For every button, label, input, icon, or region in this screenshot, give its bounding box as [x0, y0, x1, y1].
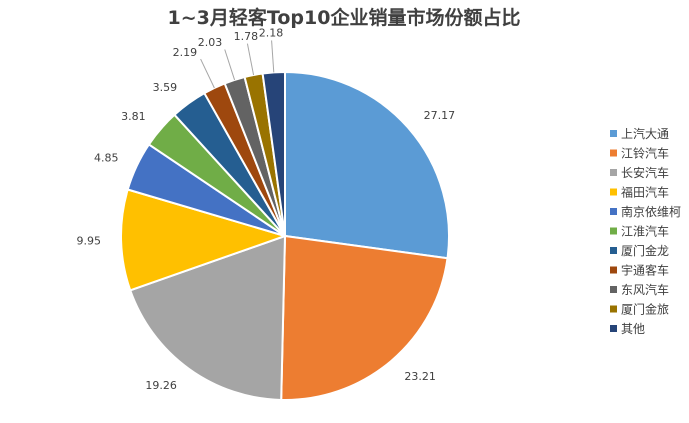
pie-slices — [120, 70, 450, 401]
data-label-4: 9.95 — [77, 235, 102, 248]
data-labels: 27.17 23.21 19.26 9.95 4.85 3.81 3.59 2.192.03 1… — [77, 26, 456, 391]
data-label-1: 27.17 — [424, 109, 456, 122]
legend-swatch-6 — [610, 227, 617, 235]
data-label-8: 2.19 — [173, 46, 198, 59]
legend-swatch-1 — [610, 130, 617, 137]
legend-swatch-8 — [610, 266, 617, 274]
data-label-5: 4.85 — [94, 152, 119, 165]
pie-slice-11 — [261, 70, 286, 237]
leader-line-8 — [200, 58, 215, 89]
data-label-7: 3.59 — [153, 81, 178, 94]
legend-label-5: 南京依维柯 — [621, 204, 681, 219]
leader-line-11 — [271, 40, 275, 73]
legend-label-3: 长安汽车 — [621, 165, 669, 180]
data-label-3: 19.26 — [145, 379, 177, 392]
legend-label-6: 江淮汽车 — [621, 224, 669, 239]
data-label-9: 2.03 — [198, 36, 223, 49]
legend-swatch-3 — [610, 169, 617, 176]
legend-swatch-10 — [610, 305, 617, 313]
data-label-11: 2.18 — [259, 26, 284, 39]
legend-label-10: 厦门金旅 — [621, 302, 669, 317]
legend-swatch-11 — [610, 325, 617, 332]
legend: 上汽大通江铃汽车长安汽车福田汽车南京依维柯江淮汽车厦门金龙宇通客车东风汽车厦门金… — [610, 126, 681, 336]
legend-label-9: 东风汽车 — [621, 282, 669, 297]
pie-slice-2 — [280, 234, 449, 401]
legend-swatch-5 — [610, 208, 617, 215]
pie-slice-1 — [284, 70, 450, 260]
legend-label-1: 上汽大通 — [621, 126, 669, 141]
legend-swatch-9 — [610, 286, 617, 293]
legend-label-8: 宇通客车 — [621, 263, 669, 278]
leader-line-9 — [224, 49, 236, 81]
leader-lines — [200, 40, 275, 89]
data-label-2: 23.21 — [404, 370, 436, 383]
legend-swatch-4 — [610, 188, 617, 196]
legend-swatch-2 — [610, 149, 617, 157]
data-label-10: 1.78 — [234, 30, 259, 43]
chart-title: 1~3月轻客Top10企业销量市场份额占比 — [168, 6, 521, 29]
legend-label-4: 福田汽车 — [621, 185, 669, 200]
legend-swatch-7 — [610, 247, 617, 254]
legend-label-2: 江铃汽车 — [621, 146, 669, 161]
leader-line-10 — [246, 43, 255, 76]
legend-label-7: 厦门金龙 — [621, 243, 669, 258]
legend-label-11: 其他 — [621, 322, 645, 336]
data-label-6: 3.81 — [121, 110, 146, 123]
pie-slice-4 — [120, 188, 289, 292]
